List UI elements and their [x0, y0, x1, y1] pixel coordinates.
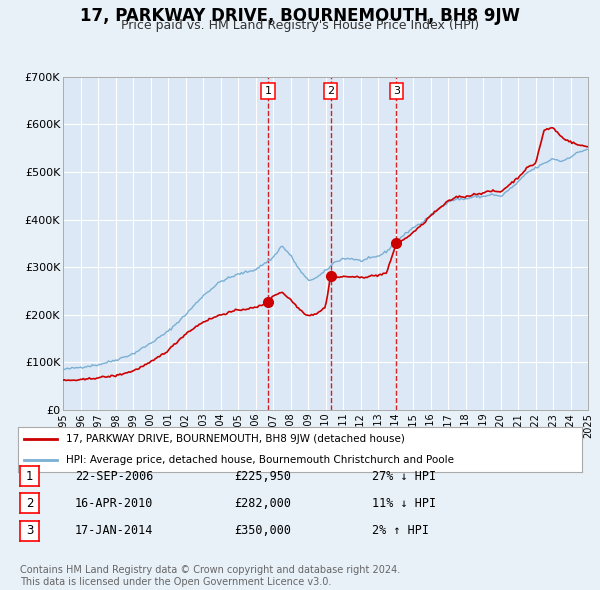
Text: 3: 3	[392, 86, 400, 96]
Text: £350,000: £350,000	[234, 525, 291, 537]
Text: 27% ↓ HPI: 27% ↓ HPI	[372, 470, 436, 483]
Text: 22-SEP-2006: 22-SEP-2006	[75, 470, 154, 483]
Text: £282,000: £282,000	[234, 497, 291, 510]
Text: 3: 3	[26, 525, 33, 537]
Text: 16-APR-2010: 16-APR-2010	[75, 497, 154, 510]
Text: 1: 1	[26, 470, 33, 483]
Text: 17, PARKWAY DRIVE, BOURNEMOUTH, BH8 9JW (detached house): 17, PARKWAY DRIVE, BOURNEMOUTH, BH8 9JW …	[66, 434, 405, 444]
Text: 1: 1	[265, 86, 272, 96]
Text: Contains HM Land Registry data © Crown copyright and database right 2024.
This d: Contains HM Land Registry data © Crown c…	[20, 565, 400, 587]
Text: £225,950: £225,950	[234, 470, 291, 483]
Text: HPI: Average price, detached house, Bournemouth Christchurch and Poole: HPI: Average price, detached house, Bour…	[66, 455, 454, 465]
Text: 2: 2	[327, 86, 334, 96]
Text: 2% ↑ HPI: 2% ↑ HPI	[372, 525, 429, 537]
Text: 11% ↓ HPI: 11% ↓ HPI	[372, 497, 436, 510]
Text: Price paid vs. HM Land Registry's House Price Index (HPI): Price paid vs. HM Land Registry's House …	[121, 19, 479, 32]
Text: 17, PARKWAY DRIVE, BOURNEMOUTH, BH8 9JW: 17, PARKWAY DRIVE, BOURNEMOUTH, BH8 9JW	[80, 7, 520, 25]
Text: 2: 2	[26, 497, 33, 510]
Text: 17-JAN-2014: 17-JAN-2014	[75, 525, 154, 537]
